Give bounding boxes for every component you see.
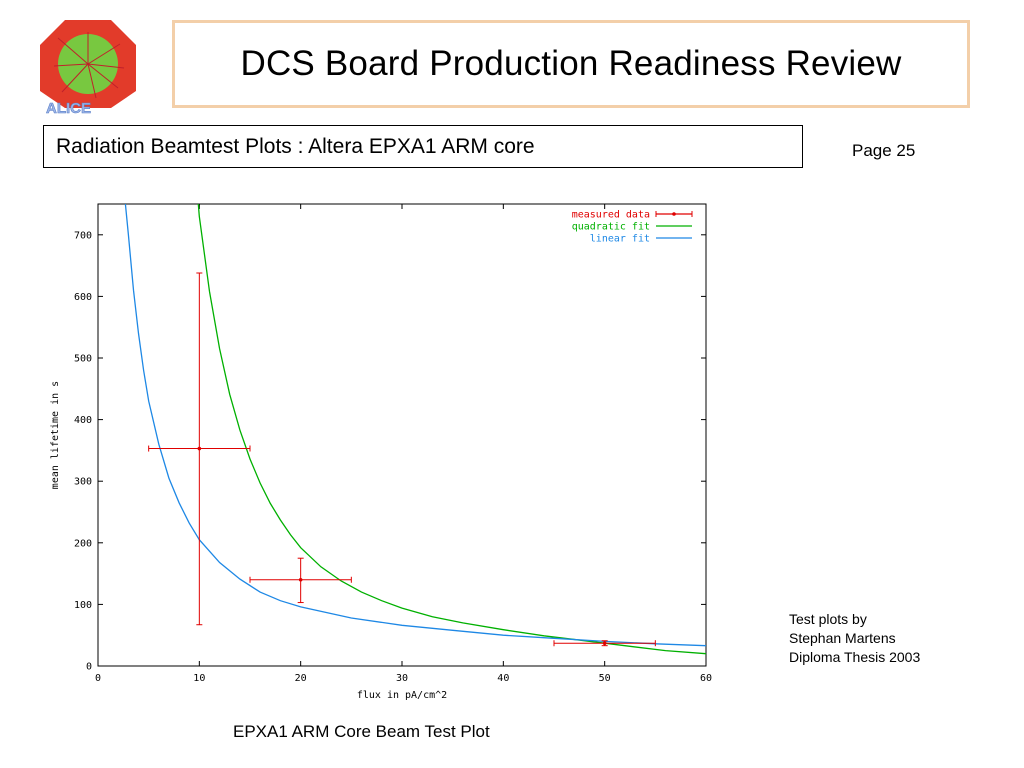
- data-marker: [602, 641, 607, 646]
- x-tick-label: 0: [95, 673, 101, 684]
- page-number: Page 25: [852, 141, 916, 160]
- y-tick-label: 100: [74, 600, 92, 611]
- y-tick-label: 700: [74, 230, 92, 241]
- page-title: DCS Board Production Readiness Review: [240, 44, 902, 83]
- x-tick-label: 30: [396, 673, 408, 684]
- alice-logo-graphic: ALICE: [40, 20, 136, 117]
- thesis-note: Test plots by Stephan Martens Diploma Th…: [789, 610, 920, 667]
- y-tick-label: 300: [74, 477, 92, 488]
- legend-label: measured data: [572, 210, 650, 221]
- y-tick-label: 400: [74, 415, 92, 426]
- linear-fit-line: [124, 204, 706, 647]
- y-tick-label: 600: [74, 292, 92, 303]
- note-line: Test plots by: [789, 611, 867, 627]
- beamtest-chart: 0 10 20 30 40 50 60 0 100 200 300 400 500 600 700 meas…: [40, 192, 720, 702]
- y-tick-label: 500: [74, 354, 92, 365]
- y-tick-label: 0: [86, 662, 92, 673]
- x-tick-label: 10: [193, 673, 205, 684]
- logo-tracks: [53, 32, 125, 99]
- legend-label: linear fit: [590, 234, 650, 245]
- data-marker: [197, 446, 202, 451]
- logo-lettering: ALICE: [46, 100, 91, 116]
- alice-logo: ALICE: [38, 18, 138, 117]
- curves-layer: [124, 204, 706, 655]
- legend-marker: [672, 212, 676, 216]
- x-axis-label: flux in pA/cm^2: [357, 690, 447, 701]
- x-tick-label: 60: [700, 673, 712, 684]
- note-line: Stephan Martens: [789, 630, 896, 646]
- quadratic-fit-line: [197, 204, 706, 655]
- points-layer: [148, 272, 656, 647]
- data-marker: [298, 577, 303, 582]
- subtitle-box: Radiation Beamtest Plots : Altera EPXA1 …: [43, 125, 803, 168]
- slide-subtitle: Radiation Beamtest Plots : Altera EPXA1 …: [56, 134, 535, 158]
- chart-caption: EPXA1 ARM Core Beam Test Plot: [233, 722, 490, 741]
- y-axis-label: mean lifetime in s: [50, 381, 61, 489]
- title-box: DCS Board Production Readiness Review: [172, 20, 970, 108]
- measured-data-point: [148, 272, 251, 626]
- plot-frame: [97, 203, 707, 667]
- x-tick-label: 40: [497, 673, 509, 684]
- x-tick-label: 50: [599, 673, 611, 684]
- note-line: Diploma Thesis 2003: [789, 649, 921, 665]
- legend-label: quadratic fit: [572, 222, 650, 233]
- y-tick-label: 200: [74, 538, 92, 549]
- measured-data-point: [249, 557, 352, 604]
- measured-data-point: [553, 640, 656, 647]
- x-tick-label: 20: [295, 673, 307, 684]
